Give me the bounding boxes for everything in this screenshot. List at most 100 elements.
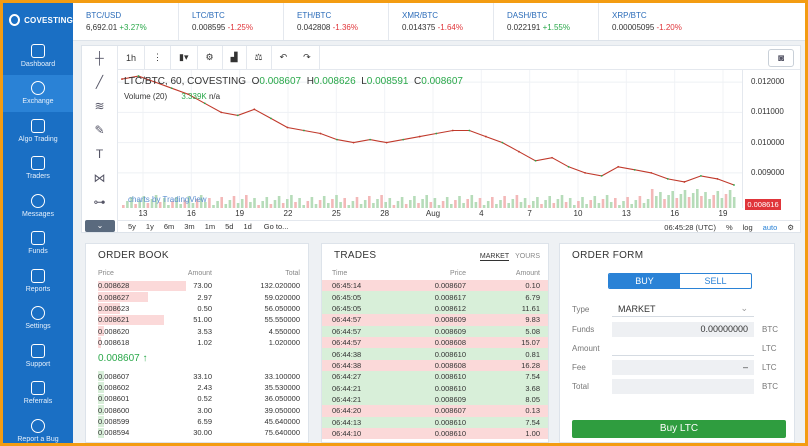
redo-icon[interactable]: ↷ [295, 45, 320, 70]
range-6m[interactable]: 6m [163, 222, 175, 231]
sidebar-item-funds[interactable]: Funds [3, 225, 73, 263]
crosshair-tool-icon[interactable]: ┼ [95, 51, 104, 65]
order-book-row[interactable]: 0.008607 33.10 33.100000 [86, 370, 308, 382]
sidebar-item-support[interactable]: Support [3, 337, 73, 375]
sidebar-item-messages[interactable]: Messages [3, 187, 73, 225]
pattern-tool-icon[interactable]: ⋈ [93, 171, 106, 185]
price-point [518, 150, 520, 153]
tab-yours[interactable]: YOURS [515, 253, 540, 260]
volume-bar [187, 196, 191, 208]
col-price: Price [450, 269, 466, 277]
ticker-eth-btc[interactable]: ETH/BTC 0.042808 -1.36% [283, 3, 388, 40]
volume-bar [314, 204, 318, 208]
chart-settings-icon[interactable]: ⚙ [787, 222, 794, 232]
volume-bar [634, 200, 638, 208]
ticker-btc-usd[interactable]: BTC/USD 6,692.01 +3.27% [73, 3, 178, 40]
order-book-row[interactable]: 0.008599 6.59 45.640000 [86, 416, 308, 427]
sidebar-item-report-a-bug[interactable]: Report a Bug [3, 412, 73, 443]
y-tick-label: 0.010000 [751, 137, 785, 147]
range-1d[interactable]: 1d [243, 222, 252, 231]
ticker-xrp-btc[interactable]: XRP/BTC 0.00005095 -1.20% [598, 3, 703, 40]
trade-price: 0.008610 [434, 417, 466, 427]
volume-bar [134, 204, 137, 208]
collapse-toolbar-icon[interactable]: ⌄ [85, 220, 115, 232]
interval-selector[interactable]: 1h [118, 45, 146, 70]
row-total: 55.550000 [264, 315, 300, 325]
sidebar-item-dashboard[interactable]: Dashboard [3, 37, 73, 75]
screenshot-camera-icon[interactable]: ◙ [768, 49, 794, 67]
trend-line-tool-icon[interactable]: ╱ [95, 75, 104, 89]
row-total: 39.050000 [264, 405, 300, 415]
buy-ltc-button[interactable]: Buy LTC [572, 420, 786, 438]
goto-date-button[interactable]: Go to... [263, 222, 289, 231]
tab-market[interactable]: MARKET [479, 253, 510, 261]
sell-tab[interactable]: SELL [704, 276, 727, 286]
sidebar-item-label: Traders [26, 173, 50, 181]
ticker-price-row: 0.00005095 -1.20% [612, 23, 703, 32]
volume-bar [195, 199, 199, 208]
ticker-price-row: 0.014375 -1.64% [402, 23, 493, 32]
order-book-row[interactable]: 0.008621 51.00 55.550000 [86, 314, 308, 326]
legend-close: 0.008607 [421, 76, 463, 87]
sidebar-item-algo-trading[interactable]: Algo Trading [3, 112, 73, 150]
order-type-select[interactable]: MARKET ⌄ [612, 301, 754, 317]
volume-bar [519, 202, 523, 208]
ticker-bar: BTC/USD 6,692.01 +3.27% LTC/BTC 0.008595 -1… [73, 3, 805, 41]
order-book-row[interactable]: 0.008627 2.97 59.020000 [86, 291, 308, 303]
text-tool-icon[interactable]: T [95, 147, 104, 161]
price-axis[interactable]: 0.008616 0.012000 0.011000 0.010000 0.00900… [742, 70, 800, 210]
range-1m[interactable]: 1m [204, 222, 216, 231]
sidebar-item-exchange[interactable]: Exchange [3, 74, 73, 112]
trade-row: 06:44:38 0.008610 0.81 [322, 348, 548, 360]
order-book-row[interactable]: 0.008594 30.00 75.640000 [86, 427, 308, 439]
sidebar-item-label: Reports [25, 285, 51, 293]
trade-row: 06:44:57 0.008608 15.07 [322, 336, 548, 349]
x-tick-label: 22 [283, 209, 293, 218]
price-point [369, 138, 372, 141]
order-book-row[interactable]: 0.008602 2.43 35.530000 [86, 382, 308, 393]
ticker-xmr-btc[interactable]: XMR/BTC 0.014375 -1.64% [388, 3, 493, 40]
brush-tool-icon[interactable]: ✎ [94, 123, 105, 137]
order-book-row[interactable]: 0.008600 3.00 39.050000 [86, 405, 308, 416]
range-3m[interactable]: 3m [184, 222, 195, 231]
bug-icon [31, 418, 45, 433]
ticker-dash-btc[interactable]: DASH/BTC 0.022191 +1.55% [493, 3, 598, 40]
measure-tool-icon[interactable]: ⊶ [93, 195, 106, 209]
price-plot[interactable]: LTC/BTC, 60, COVESTING O0.008607 H0.0086… [118, 70, 742, 208]
sidebar-item-settings[interactable]: Settings [3, 300, 73, 338]
tradingview-attribution[interactable]: charts by TradingView [128, 195, 207, 204]
time-axis[interactable]: 13 16 19 22 25 28 Aug 4 7 10 13 16 19 [118, 208, 742, 220]
fib-tool-icon[interactable]: ≋ [94, 99, 105, 113]
brand-logo[interactable]: COVESTING [3, 3, 73, 37]
buy-tab[interactable]: BUY [609, 274, 680, 288]
volume-bar [158, 202, 162, 208]
volume-bar [679, 194, 683, 208]
range-5y[interactable]: 5y [128, 222, 136, 231]
indicators-icon[interactable]: ▟ [223, 45, 247, 70]
log-scale-toggle[interactable]: log [742, 222, 753, 232]
price-point [352, 141, 355, 144]
more-intervals-icon[interactable]: ⋮ [145, 45, 172, 70]
order-book-row[interactable]: 0.008623 0.50 56.050000 [86, 303, 308, 314]
sidebar-item-traders[interactable]: Traders [3, 150, 73, 188]
settings-gear-icon[interactable]: ⚙ [198, 45, 223, 70]
compare-scale-icon[interactable]: ⚖ [247, 45, 272, 70]
order-book-row[interactable]: 0.008628 73.00 132.020000 [86, 280, 308, 291]
auto-scale-toggle[interactable]: auto [762, 222, 778, 232]
candle-style-icon[interactable]: ▮▾ [171, 45, 198, 70]
undo-icon[interactable]: ↶ [279, 52, 288, 62]
order-book-row[interactable]: 0.008620 3.53 4.550000 [86, 326, 308, 337]
order-book-row[interactable]: 0.008601 0.52 36.050000 [86, 393, 308, 405]
percent-scale-toggle[interactable]: % [725, 222, 733, 232]
sidebar-item-reports[interactable]: Reports [3, 262, 73, 300]
ticker-ltc-btc[interactable]: LTC/BTC 0.008595 -1.25% [178, 3, 283, 40]
sidebar-item-referrals[interactable]: Referrals [3, 375, 73, 413]
volume-bar [700, 196, 703, 208]
order-book-row[interactable]: 0.008618 1.02 1.020000 [86, 337, 308, 348]
volume-bar [191, 203, 195, 208]
range-5d[interactable]: 5d [225, 222, 234, 231]
row-amount: 6.59 [197, 417, 212, 427]
amount-input[interactable] [612, 340, 754, 356]
range-1y[interactable]: 1y [145, 222, 154, 231]
volume-bar [179, 204, 182, 208]
